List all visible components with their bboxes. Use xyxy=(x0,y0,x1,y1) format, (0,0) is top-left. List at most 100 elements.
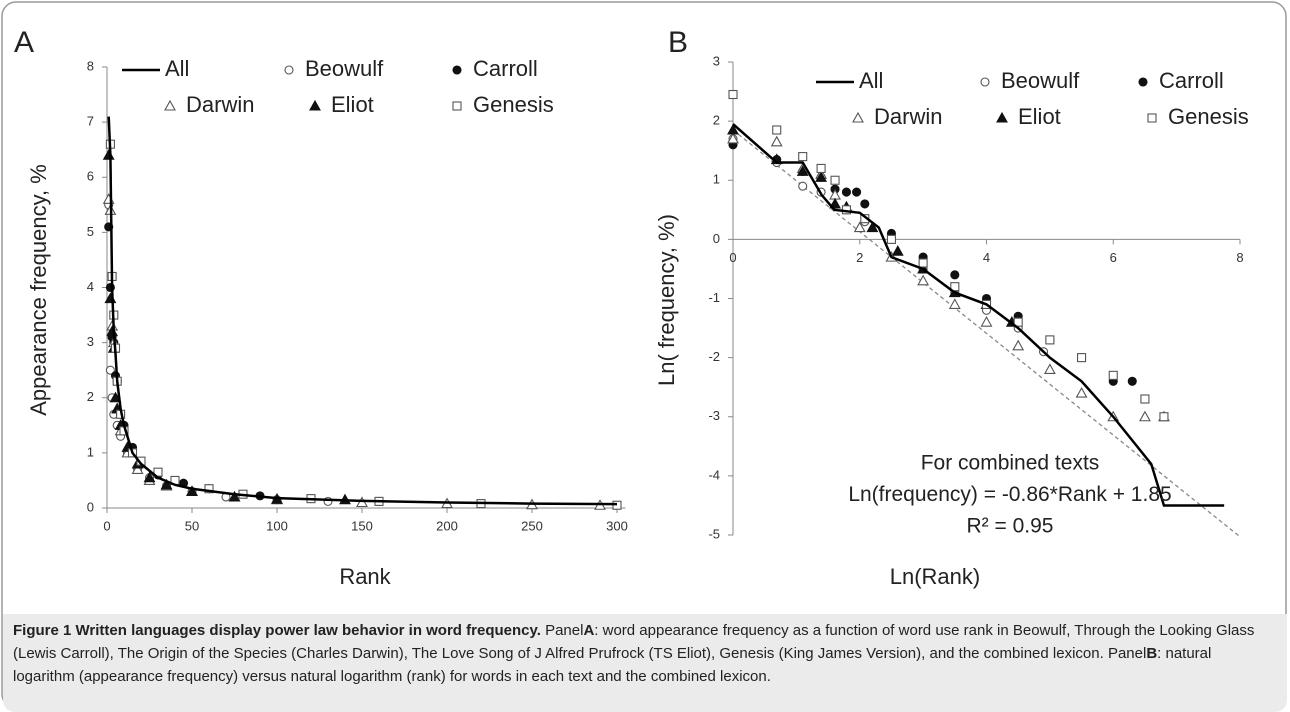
legend-label: Carroll xyxy=(473,56,538,81)
legend-label: Eliot xyxy=(1018,104,1061,129)
x-axis-label: Rank xyxy=(339,564,391,589)
x-tick-label: 0 xyxy=(729,250,736,265)
y-tick-label: 1 xyxy=(87,444,94,459)
marker-circle xyxy=(841,187,851,197)
series-line xyxy=(732,123,1225,507)
y-tick-label: -2 xyxy=(708,349,720,364)
marker-square xyxy=(918,258,928,268)
marker-circle xyxy=(798,181,808,191)
marker-triangle xyxy=(980,316,993,327)
trendline xyxy=(732,129,1241,538)
series-line xyxy=(107,116,618,506)
marker-triangle xyxy=(1075,386,1088,398)
y-tick-label: -1 xyxy=(708,290,720,305)
legend-label: Genesis xyxy=(1168,104,1249,129)
marker-triangle xyxy=(143,471,156,483)
marker-triangle xyxy=(1012,339,1025,351)
y-tick-label: 3 xyxy=(87,334,94,349)
marker-triangle xyxy=(186,485,198,497)
marker-triangle xyxy=(1139,410,1151,422)
legend-label: Eliot xyxy=(331,92,374,117)
legend-label: Beowulf xyxy=(1001,68,1080,93)
legend-label: All xyxy=(165,56,189,81)
marker-triangle xyxy=(160,478,173,490)
annotation: Ln(frequency) = -0.86*Rank + 1.85 xyxy=(848,483,1171,506)
marker-triangle xyxy=(102,149,115,160)
annotation: For combined texts xyxy=(921,452,1100,475)
marker-circle xyxy=(852,187,862,197)
marker-triangle xyxy=(309,99,321,111)
y-tick-label: 1 xyxy=(713,172,720,187)
marker-square xyxy=(886,234,896,244)
caption: Figure 1 Written languages display power… xyxy=(3,614,1287,712)
caption-text: : natural logarithm (appearance frequenc… xyxy=(13,645,1212,685)
y-tick-label: 2 xyxy=(87,389,94,404)
y-tick-label: 0 xyxy=(713,231,720,246)
x-tick-label: 4 xyxy=(983,250,990,265)
marker-triangle xyxy=(853,221,866,233)
marker-triangle xyxy=(866,221,879,233)
marker-square xyxy=(1159,412,1169,422)
legend-label: Beowulf xyxy=(305,56,384,81)
caption-panel-label: A xyxy=(583,622,595,639)
marker-square xyxy=(1045,335,1055,345)
marker-triangle xyxy=(131,463,144,474)
x-tick-label: 200 xyxy=(436,518,458,533)
y-tick-label: 0 xyxy=(87,499,94,514)
marker-square xyxy=(1077,353,1087,363)
x-tick-label: 50 xyxy=(185,518,199,533)
y-tick-label: -5 xyxy=(708,526,720,541)
y-tick-label: 8 xyxy=(87,58,94,73)
panel-label: B xyxy=(668,26,688,59)
marker-circle xyxy=(105,365,115,375)
y-tick-label: 7 xyxy=(87,114,94,129)
legend-label: Genesis xyxy=(473,92,554,117)
legend-label: Darwin xyxy=(874,104,942,129)
legend-label: All xyxy=(859,68,883,93)
marker-square xyxy=(728,89,738,100)
marker-triangle xyxy=(164,99,176,111)
x-tick-label: 150 xyxy=(351,518,373,533)
marker-triangle xyxy=(829,197,841,209)
x-tick-label: 300 xyxy=(606,518,628,533)
legend-label: Carroll xyxy=(1159,68,1224,93)
marker-triangle xyxy=(948,298,961,309)
marker-square xyxy=(830,175,840,185)
marker-triangle xyxy=(815,171,828,182)
marker-triangle xyxy=(917,274,930,286)
x-tick-label: 8 xyxy=(1236,250,1243,265)
x-tick-label: 2 xyxy=(856,250,863,265)
y-tick-label: 3 xyxy=(713,53,720,68)
marker-triangle xyxy=(727,132,739,144)
y-tick-label: 5 xyxy=(87,224,94,239)
x-tick-label: 6 xyxy=(1110,250,1117,265)
y-tick-label: 4 xyxy=(87,279,94,294)
caption-title: Figure 1 Written languages display power… xyxy=(13,622,541,639)
x-tick-label: 0 xyxy=(103,518,110,533)
marker-square xyxy=(950,282,960,292)
marker-circle xyxy=(452,65,462,75)
marker-circle xyxy=(860,199,870,209)
marker-triangle xyxy=(996,111,1008,123)
y-tick-label: -3 xyxy=(708,408,720,423)
x-tick-label: 250 xyxy=(521,518,543,533)
y-axis-label: Ln( frequency, %) xyxy=(654,214,679,386)
y-tick-label: 2 xyxy=(713,113,720,128)
caption-panel-word: Panel xyxy=(545,622,584,639)
caption-text: : word appearance frequency as a functio… xyxy=(13,622,1255,662)
x-axis-label: Ln(Rank) xyxy=(890,564,980,589)
marker-square xyxy=(204,484,214,494)
marker-square xyxy=(1147,113,1157,123)
marker-circle xyxy=(980,77,990,87)
marker-triangle xyxy=(228,490,241,502)
marker-triangle xyxy=(770,135,783,147)
marker-triangle xyxy=(727,123,739,135)
marker-circle xyxy=(950,270,960,280)
marker-triangle xyxy=(1043,363,1056,375)
marker-square xyxy=(772,125,782,135)
marker-square xyxy=(816,163,826,173)
marker-circle xyxy=(1138,77,1148,87)
marker-triangle xyxy=(852,111,864,123)
